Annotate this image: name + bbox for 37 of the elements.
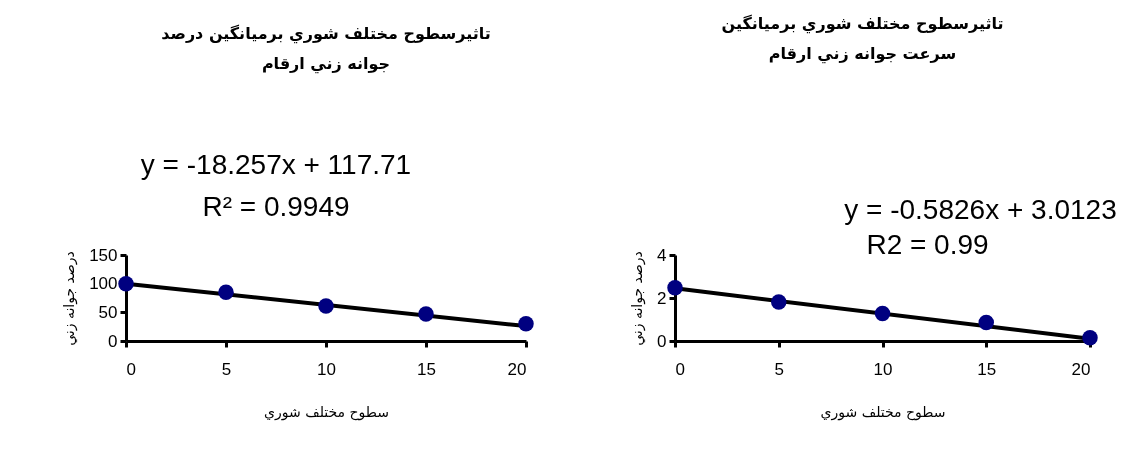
x-axis-title: سطوح مختلف شوري [264, 403, 389, 421]
annotation: R2 = 0.99 [866, 229, 989, 260]
y-tick-label: 100 [89, 274, 118, 294]
x-tick-label: 15 [977, 359, 997, 379]
x-tick-label: 15 [417, 359, 436, 379]
chart-title: تاثيرسطوح مختلف شوري برميانگين سرعت جوانه زني ارقام [721, 14, 1004, 64]
x-axis-title: سطوح مختلف شوري [820, 403, 946, 421]
point [218, 284, 234, 300]
y-axis-title: درصد جوانه زني [629, 251, 647, 346]
x-tick-label: 5 [774, 359, 784, 379]
point [667, 279, 683, 296]
x-tick-label: 20 [1071, 359, 1091, 379]
point [1082, 330, 1098, 346]
text: y = -18.257x + 117.71 [140, 149, 412, 180]
y-tick-label: 2 [657, 288, 667, 308]
x-tick-label: 0 [675, 359, 685, 379]
text: R² = 0.9949 [202, 191, 350, 222]
chart-title: تاثيرسطوح مختلف شوري برميانگين درصد جوانه زني ارقام [161, 24, 491, 74]
point [318, 298, 334, 314]
y-tick-label: 0 [657, 331, 667, 351]
point [771, 294, 787, 310]
x-tick-label: 10 [317, 359, 336, 379]
text: y = -0.5826x + 3.0123 [844, 194, 1117, 225]
y-tick-label: 0 [108, 331, 118, 351]
y-tick-label: 50 [98, 302, 118, 322]
y-tick-label: 150 [89, 245, 118, 265]
x-tick-label: 0 [126, 359, 136, 379]
y-axis-title: درصد جوانه زني [61, 251, 79, 346]
point [418, 306, 434, 322]
x-tick-label: 20 [507, 359, 527, 379]
point [978, 314, 994, 331]
point [518, 316, 534, 332]
point [874, 305, 891, 322]
x-tick-label: 10 [873, 359, 893, 379]
x-tick-label: 5 [221, 359, 232, 379]
point [118, 275, 134, 292]
y-tick-label: 4 [657, 245, 667, 265]
